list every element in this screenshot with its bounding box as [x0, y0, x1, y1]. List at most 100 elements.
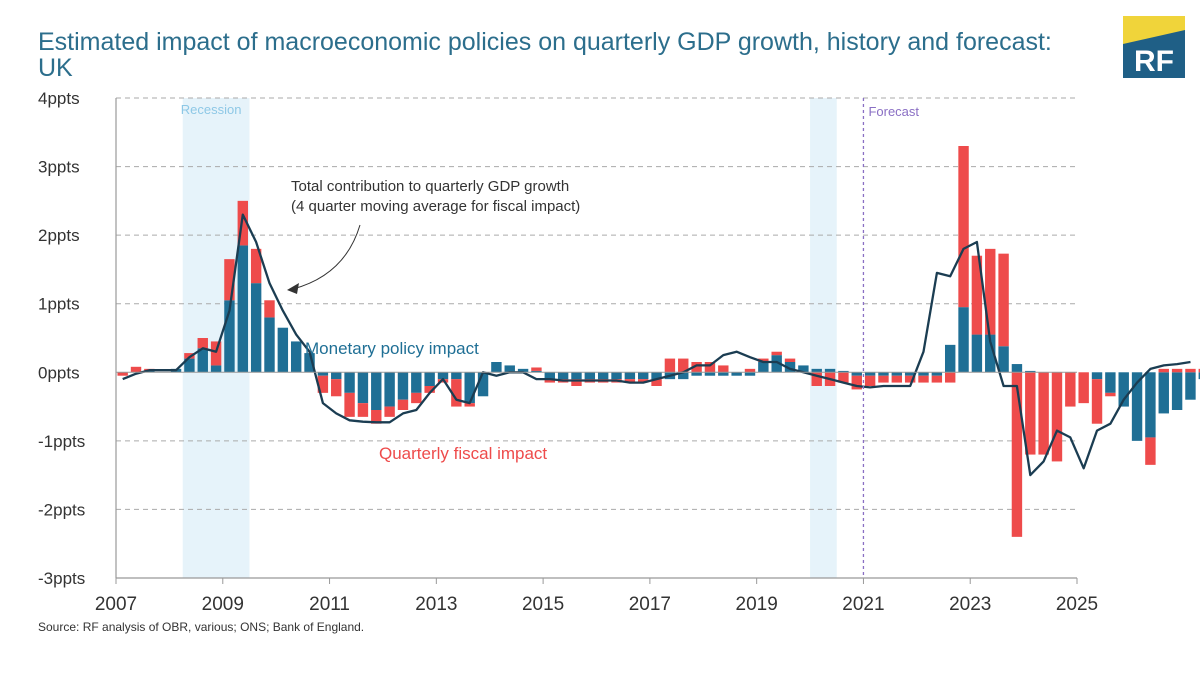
- monetary-bar: [838, 370, 849, 373]
- monetary-bar: [971, 334, 983, 373]
- monetary-bar: [1025, 370, 1036, 373]
- monetary-bar: [851, 372, 862, 376]
- monetary-bar: [184, 358, 195, 373]
- fiscal-bar: [998, 253, 1009, 347]
- fiscal-bar: [1078, 372, 1089, 404]
- fiscal-bar: [1038, 372, 1049, 455]
- fiscal-bar: [317, 375, 329, 393]
- monetary-bar: [464, 372, 475, 404]
- fiscal-bar: [864, 375, 876, 386]
- y-tick-label: 1ppts: [38, 295, 80, 314]
- monetary-bar: [397, 372, 409, 400]
- fiscal-bar: [1105, 392, 1116, 397]
- monetary-bar: [144, 370, 155, 373]
- fiscal-bar: [210, 341, 222, 366]
- fiscal-bar: [371, 410, 382, 424]
- monetary-bar: [798, 365, 809, 373]
- monetary-bar: [824, 368, 836, 373]
- monetary-bar: [1185, 372, 1196, 400]
- fiscal-bar: [197, 338, 208, 349]
- fiscal-bar: [1198, 368, 1200, 373]
- monetary-bar: [1198, 372, 1200, 380]
- monetary-bar: [531, 370, 542, 373]
- total-contribution-line: [122, 213, 1191, 477]
- monetary-bar: [651, 372, 662, 380]
- fiscal-bar: [878, 375, 889, 383]
- monetary-bar: [237, 245, 249, 373]
- monetary-bar: [557, 372, 569, 380]
- monetary-bar: [771, 355, 782, 373]
- monetary-bar: [678, 372, 689, 380]
- y-axis-ticks: 4ppts 3ppts 2ppts 1ppts 0ppts -1ppts -2ppts -3p…: [38, 89, 85, 588]
- fiscal-bar: [1051, 372, 1063, 462]
- monetary-bar: [331, 372, 342, 380]
- fiscal-bar: [985, 248, 996, 335]
- fiscal-bar: [117, 372, 128, 376]
- monetary-bar: [210, 365, 222, 373]
- fiscal-bar: [691, 362, 702, 373]
- monetary-bar: [864, 372, 876, 376]
- forecast-label: Forecast: [868, 104, 919, 119]
- y-tick-label: -2ppts: [38, 500, 85, 519]
- source-note: Source: RF analysis of OBR, various; ONS…: [38, 620, 365, 634]
- monetary-bar: [250, 283, 262, 373]
- monetary-bar: [1145, 372, 1156, 438]
- monetary-bar: [624, 372, 636, 380]
- fiscal-series-label: Quarterly fiscal impact: [379, 444, 547, 463]
- y-tick-label: 0ppts: [38, 363, 80, 382]
- x-axis-ticks: 2007 2009 2011 2013 2015 2017 2019 2021 2023 2025: [95, 578, 1098, 615]
- monetary-bar: [504, 365, 515, 373]
- x-tick-label: 2023: [949, 594, 991, 615]
- x-tick-label: 2013: [415, 594, 457, 615]
- fiscal-bar: [678, 358, 689, 373]
- fiscal-bar: [758, 358, 769, 362]
- fiscal-bar: [838, 372, 849, 383]
- fiscal-bar: [958, 146, 969, 308]
- monetary-bar: [1131, 372, 1143, 441]
- fiscal-bar: [331, 379, 342, 397]
- fiscal-bar: [624, 379, 636, 383]
- fiscal-bar: [744, 368, 756, 373]
- monetary-bar: [357, 372, 369, 404]
- monetary-bar: [784, 362, 796, 373]
- monetary-bar: [811, 368, 822, 373]
- monetary-bar: [958, 307, 969, 373]
- monetary-bar: [891, 372, 903, 376]
- monetary-bar: [424, 372, 435, 386]
- fiscal-bar: [424, 386, 435, 393]
- monetary-bar: [718, 372, 729, 376]
- monetary-bar: [451, 372, 462, 380]
- monetary-bar: [224, 300, 235, 373]
- annotation-arrow: [292, 224, 361, 290]
- gridlines: [116, 97, 1077, 510]
- monetary-bar: [1091, 372, 1103, 380]
- x-tick-label: 2009: [202, 594, 244, 615]
- fiscal-bar: [811, 372, 822, 386]
- monetary-bar: [290, 341, 302, 373]
- monetary-bar: [1105, 372, 1116, 393]
- fiscal-bar: [397, 399, 409, 410]
- monetary-bar: [344, 372, 355, 393]
- recession-label: Recession: [181, 102, 242, 117]
- y-tick-label: 4ppts: [38, 89, 80, 108]
- monetary-bar: [904, 372, 916, 376]
- fiscal-bar: [224, 259, 235, 301]
- monetary-bar: [1011, 364, 1023, 373]
- annotation-arrowhead: [287, 283, 299, 294]
- fiscal-bar: [571, 379, 582, 386]
- fiscal-bar: [237, 200, 249, 246]
- monetary-bar: [691, 372, 702, 376]
- recession-band-1: [810, 98, 837, 578]
- fiscal-bar: [464, 403, 475, 407]
- monetary-bar: [264, 317, 275, 373]
- fiscal-bar: [704, 362, 716, 373]
- fiscal-bar: [1011, 372, 1023, 537]
- y-tick-label: -3ppts: [38, 569, 85, 588]
- total-line-annotation-1: Total contribution to quarterly GDP grow…: [291, 178, 569, 195]
- monetary-bar: [1118, 372, 1129, 407]
- fiscal-bar: [1025, 372, 1036, 455]
- monetary-bar: [878, 372, 889, 376]
- fiscal-bar: [1091, 379, 1103, 424]
- fiscal-bar: [544, 379, 555, 383]
